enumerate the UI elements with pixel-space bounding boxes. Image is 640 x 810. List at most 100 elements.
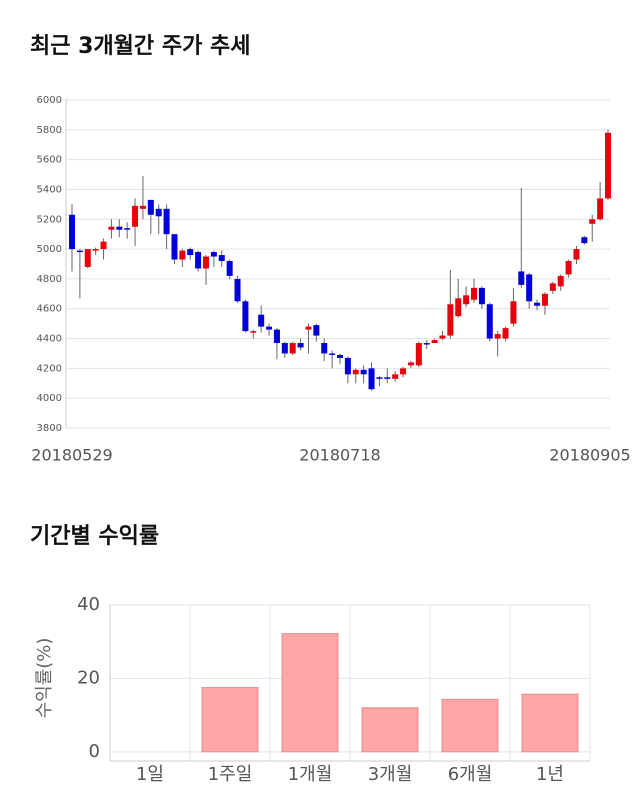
candle-body [352,369,359,375]
candle-body [250,331,257,333]
candle-body [84,249,91,267]
candle-body [273,329,280,344]
candle-body [337,354,343,358]
candle-body [281,343,288,354]
chart-title: 최근 3개월간 주가 추세 [30,34,250,59]
candle-body [289,343,296,354]
candle-body [502,328,509,339]
chart-title: 기간별 수익률 [30,524,159,549]
candle-body [439,335,446,339]
candle-body [139,205,146,209]
candle-body [581,237,588,244]
y-axis-title: 수익률(%) [34,638,55,719]
x-tick-label: 20180905 [549,446,630,465]
candle-body [392,374,399,379]
candle-body [486,304,493,339]
candle-body [116,226,123,230]
y-tick-label: 40 [77,594,100,615]
candle-body [368,368,375,390]
candle-body [100,241,107,250]
candle-body [534,302,541,306]
candle-body [589,219,596,224]
candle-body [541,293,548,306]
candle-body [463,295,470,305]
candle-body [313,325,320,336]
y-tick-label: 4000 [37,393,62,404]
y-tick-label: 5000 [37,244,62,255]
x-tick-label: 1일 [136,764,164,785]
candle-body [163,208,170,235]
candle-body [242,301,249,332]
candle-body [447,304,454,336]
bar [441,698,499,753]
x-tick-label: 1개월 [288,764,333,785]
candle-body [557,275,564,287]
candle-body [431,340,438,344]
candle-body [266,326,273,330]
x-tick-label: 3개월 [368,764,413,785]
bar [201,687,259,753]
candle-body [187,249,194,256]
x-tick-label: 1주일 [208,764,253,785]
y-tick-label: 3800 [37,423,62,434]
candle-body [344,357,351,375]
candle-body [510,301,517,324]
candle-body [92,249,99,251]
candle-body [147,199,154,215]
candle-body [305,326,312,330]
candle-body [415,343,422,366]
bar [281,633,339,753]
candle-body [597,198,604,220]
y-tick-label: 4600 [37,304,62,315]
candle-body [494,334,501,339]
candle-body [226,261,233,276]
y-tick-label: 5800 [37,125,62,136]
candle-body [478,287,485,305]
x-tick-label: 20180529 [31,446,112,465]
candle-body [549,283,556,291]
candle-body [258,314,265,327]
x-tick-label: 1년 [536,764,564,785]
candle-body [218,255,225,262]
candle-body [455,298,462,317]
candle-body [573,249,580,260]
y-tick-label: 0 [89,741,100,762]
candle-body [124,228,131,230]
candle-body [518,271,525,285]
candle-body [203,256,209,269]
candle-body [360,369,367,375]
y-tick-label: 4800 [37,274,62,285]
candle-body [234,278,241,302]
candle-body [329,353,336,355]
y-tick-label: 4400 [37,334,62,345]
candle-body [76,250,83,253]
candle-body [155,208,162,217]
bar [361,707,419,753]
y-tick-label: 5600 [37,155,62,166]
y-tick-label: 6000 [37,95,62,106]
candle-body [210,252,217,257]
candle-body [297,343,304,348]
candle-body [407,362,414,366]
x-tick-label: 20180718 [299,446,380,465]
candle-body [195,252,202,269]
y-tick-label: 5200 [37,214,62,225]
candle-body [69,214,75,250]
y-tick-label: 20 [77,667,100,688]
candle-body [565,261,572,275]
candle-body [171,234,178,260]
candle-body [321,343,328,354]
x-tick-label: 6개월 [448,764,493,785]
candle-body [179,250,186,260]
candle-body [108,226,115,230]
bar [521,693,579,753]
y-tick-label: 4200 [37,363,62,374]
candle-body [400,368,407,375]
y-tick-label: 5400 [37,184,62,195]
candle-body [471,287,477,300]
candle-body [384,377,391,379]
candle-body [605,132,611,199]
candle-body [526,274,533,302]
candle-body [132,205,139,227]
